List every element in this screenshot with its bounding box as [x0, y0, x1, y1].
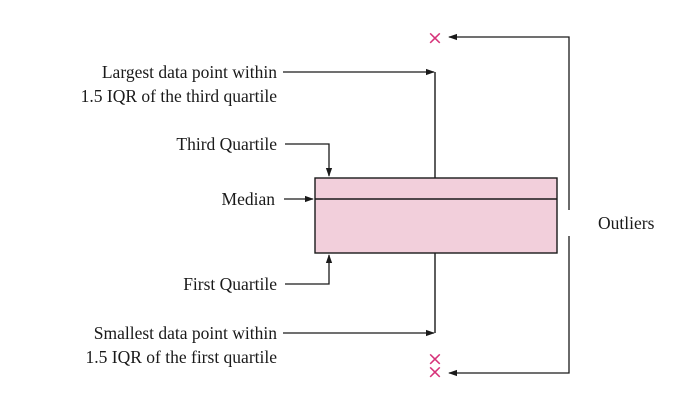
- smallest-point-label-line2: 1.5 IQR of the first quartile: [86, 347, 278, 367]
- first-quartile-arrow: [285, 254, 333, 285]
- outlier-marker-bottom-2: ×: [427, 361, 443, 383]
- largest-point-label-line2: 1.5 IQR of the third quartile: [81, 86, 278, 106]
- outlier-marker-bottom-1: ×: [427, 348, 443, 370]
- outlier-marker-top: ×: [427, 27, 443, 49]
- first-quartile-label: First Quartile: [183, 274, 277, 294]
- third-quartile-arrow: [285, 143, 333, 177]
- largest-point-label-line1: Largest data point within: [102, 62, 277, 82]
- iqr-box: [314, 177, 558, 254]
- outliers-bracket-bottom: [448, 236, 570, 377]
- outliers-label: Outliers: [598, 213, 655, 233]
- median-label: Median: [222, 189, 276, 209]
- smallest-point-label-line1: Smallest data point within: [94, 323, 277, 343]
- third-quartile-label: Third Quartile: [176, 134, 277, 154]
- outliers-bracket-top: [448, 33, 570, 210]
